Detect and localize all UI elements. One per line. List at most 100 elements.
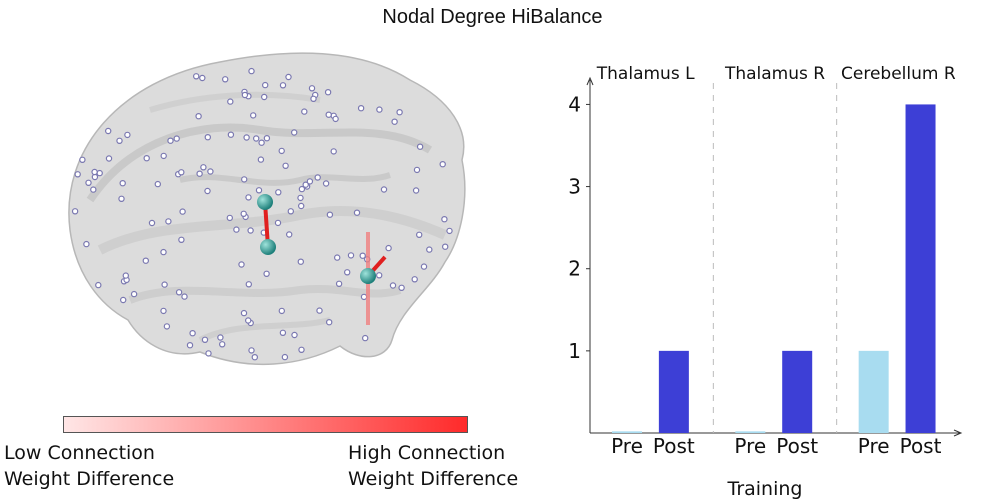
brain-node xyxy=(226,214,233,222)
brain-node xyxy=(143,154,150,162)
x-tick-label: Post xyxy=(776,434,818,458)
brain-node xyxy=(335,280,343,287)
brain-node xyxy=(279,82,287,89)
brain-node xyxy=(360,293,368,301)
y-tick-label: 4 xyxy=(568,92,581,116)
brain-node xyxy=(83,240,90,248)
brain-node xyxy=(233,226,240,233)
brain-node xyxy=(326,319,333,326)
brain-node xyxy=(298,202,305,210)
brain-node xyxy=(85,179,92,186)
brain-node xyxy=(279,329,287,336)
x-axis-arrow xyxy=(953,429,963,437)
y-tick-label: 3 xyxy=(568,175,581,199)
brain-node xyxy=(412,187,420,194)
brain-node xyxy=(130,290,138,298)
x-tick-label: Pre xyxy=(734,434,766,458)
brain-node xyxy=(207,168,214,175)
brain-node xyxy=(420,263,428,270)
brain-node xyxy=(446,227,453,235)
brain-node xyxy=(178,236,185,243)
brain-node xyxy=(275,189,282,196)
bar xyxy=(612,431,642,433)
brain-node xyxy=(306,178,314,185)
brain-node xyxy=(308,85,316,92)
brain-node xyxy=(330,148,337,155)
brain-node xyxy=(257,156,265,163)
colorbar-gradient xyxy=(63,416,468,433)
brain-node xyxy=(413,166,421,174)
brain-node xyxy=(181,293,188,300)
brain-node xyxy=(95,281,102,289)
brain-node xyxy=(347,252,355,259)
brain-node xyxy=(90,186,97,193)
brain-node xyxy=(255,187,263,194)
brain-node xyxy=(249,112,257,119)
brain-node xyxy=(148,219,156,227)
brain-node xyxy=(325,111,332,118)
brain-node xyxy=(298,346,305,353)
brain-node xyxy=(314,174,321,181)
brain-node xyxy=(253,135,260,142)
brain-node xyxy=(286,231,293,238)
brain-node xyxy=(238,261,245,268)
group-label: Thalamus R xyxy=(724,64,825,84)
brain-network-illustration xyxy=(68,52,466,366)
brain-node xyxy=(282,162,289,169)
brain-node xyxy=(240,176,248,183)
brain-node xyxy=(165,218,172,225)
brain-node xyxy=(217,334,224,341)
brain-node xyxy=(278,147,285,155)
brain-node xyxy=(243,134,250,141)
brain-node xyxy=(322,180,330,187)
brain-node xyxy=(240,210,247,217)
colorbar-low-line1: Low Connection xyxy=(4,442,155,464)
brain-node xyxy=(285,73,292,81)
brain-node xyxy=(359,252,366,259)
brain-node xyxy=(227,98,234,105)
brain-node xyxy=(161,281,168,288)
brain-node xyxy=(441,215,448,223)
brain-node xyxy=(173,135,180,142)
brain-node xyxy=(204,133,211,141)
colorbar-high-line1: High Connection xyxy=(348,442,506,464)
brain-node xyxy=(122,272,130,279)
brain-node xyxy=(278,307,285,315)
brain-node xyxy=(241,91,249,99)
colorbar-low-label: Low Connection Weight Difference xyxy=(4,440,174,492)
brain-node xyxy=(357,104,365,112)
brain-node xyxy=(154,180,161,188)
brain-node xyxy=(227,131,235,138)
y-axis-arrow xyxy=(586,76,594,86)
highlighted-nodes xyxy=(257,194,376,284)
brain-node xyxy=(196,170,203,177)
brain-node xyxy=(160,307,167,315)
brain-node xyxy=(186,342,194,349)
brain-node xyxy=(205,350,212,357)
brain-node xyxy=(119,296,127,304)
brain-node xyxy=(439,160,446,168)
brain-node xyxy=(291,331,298,339)
brain-node xyxy=(376,106,383,113)
brain-node xyxy=(200,164,207,171)
bar xyxy=(858,350,889,433)
brain-node xyxy=(199,74,206,82)
brain-node xyxy=(398,284,405,291)
brain-node xyxy=(192,73,200,80)
brain-node xyxy=(104,127,112,135)
brain-node xyxy=(91,168,98,176)
brain-node xyxy=(380,186,388,193)
bar xyxy=(782,350,813,433)
brain-node xyxy=(240,309,248,317)
brain-node xyxy=(118,195,125,202)
brain-node xyxy=(261,93,268,101)
brain-node xyxy=(326,211,334,218)
brain-node xyxy=(178,169,185,176)
brain-node xyxy=(263,134,271,142)
brain-node xyxy=(298,185,306,193)
brain-node xyxy=(160,248,167,256)
brain-node xyxy=(142,257,149,264)
brain-node xyxy=(262,81,269,89)
brain-node xyxy=(344,269,351,276)
brain-node xyxy=(79,156,86,163)
